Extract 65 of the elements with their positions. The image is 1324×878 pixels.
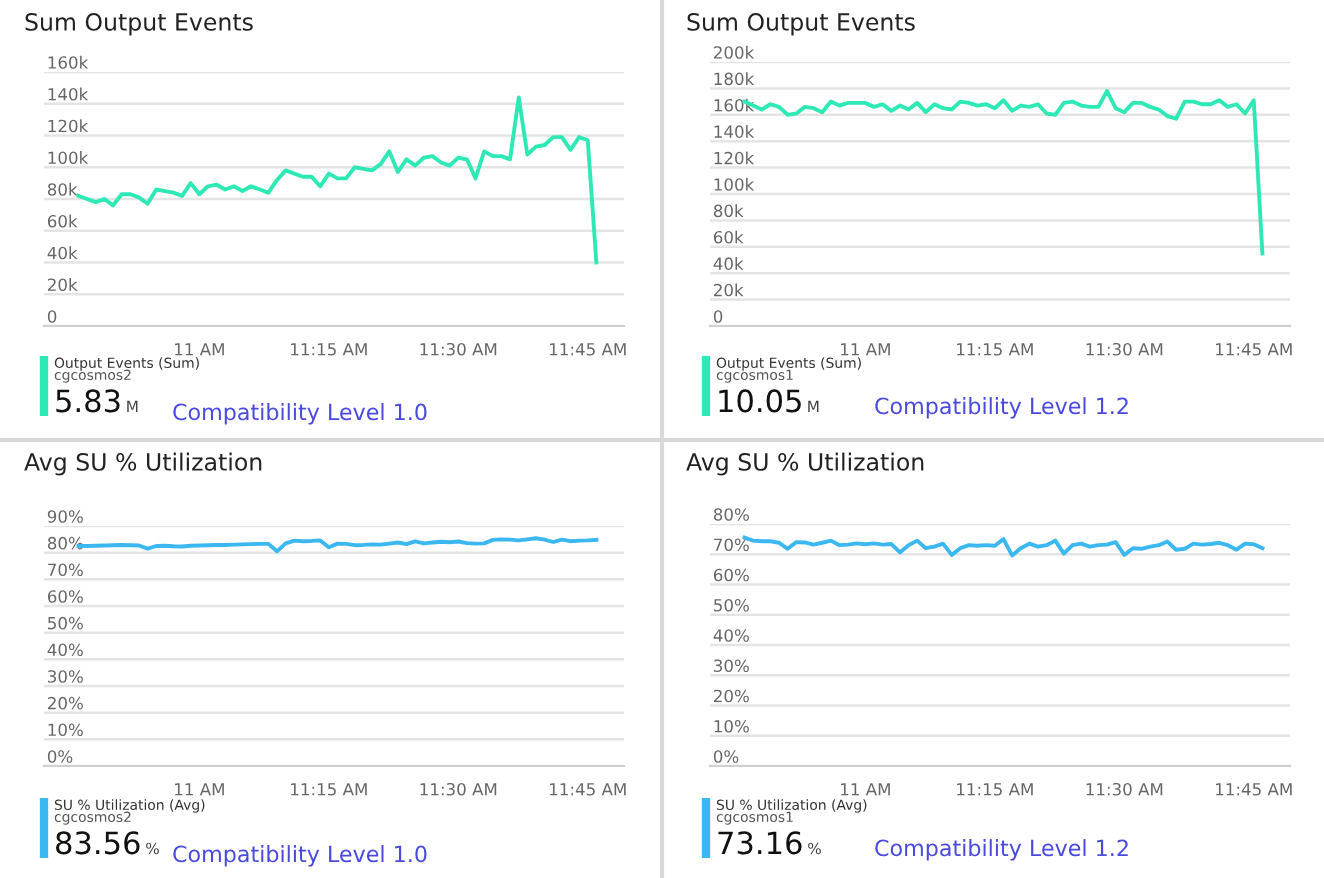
y-tick-label: 0 bbox=[47, 310, 57, 323]
text: Compatibility Level 1.2 bbox=[875, 839, 1128, 861]
y-tick-label: 100k bbox=[714, 177, 755, 191]
text: Compatibility Level 1.2 bbox=[875, 397, 1128, 419]
text: 5.83 bbox=[56, 389, 120, 413]
y-tick-label: 40% bbox=[47, 643, 83, 657]
y-tick-label: 90% bbox=[47, 510, 83, 523]
y-tick-label: 100k bbox=[48, 151, 89, 165]
y-tick-label: 30% bbox=[714, 659, 749, 673]
x-tick-label: 11 AM bbox=[841, 343, 890, 356]
y-tick-label: 60% bbox=[713, 568, 749, 582]
x-tick-label: 11:15 AM bbox=[957, 783, 1033, 796]
y-tick-label: 20% bbox=[48, 696, 83, 710]
y-tick-label: 20% bbox=[714, 689, 749, 703]
y-tick-label: 140k bbox=[48, 87, 89, 101]
text: Compatibility Level 1.0 bbox=[173, 845, 427, 867]
x-tick-label: 11:30 AM bbox=[1086, 342, 1163, 356]
y-tick-label: 40% bbox=[713, 629, 749, 642]
y-tick-label: 0% bbox=[713, 750, 739, 763]
y-tick-label: 60k bbox=[47, 214, 78, 228]
x-tick-label: 11:30 AM bbox=[420, 342, 497, 356]
y-tick-label: 10% bbox=[48, 723, 83, 737]
y-tick-label: 50% bbox=[714, 598, 749, 612]
chart-title: Avg SU % Utilization bbox=[24, 452, 262, 476]
x-tick-label: 11:15 AM bbox=[957, 343, 1033, 356]
y-tick-label: 0% bbox=[47, 750, 73, 763]
y-tick-label: 10% bbox=[714, 719, 749, 733]
x-tick-label: 11:30 AM bbox=[1086, 782, 1163, 796]
y-tick-label: 40k bbox=[713, 257, 744, 270]
x-tick-label: 11 AM bbox=[841, 783, 890, 796]
y-tick-label: 80k bbox=[713, 204, 744, 218]
y-tick-label: 40k bbox=[47, 246, 78, 260]
x-tick-label: 11:45 AM bbox=[1216, 343, 1292, 356]
y-tick-label: 70% bbox=[48, 563, 83, 577]
y-tick-label: 80% bbox=[713, 508, 749, 521]
text: Compatibility Level 1.0 bbox=[173, 403, 427, 425]
x-tick-label: 11:15 AM bbox=[291, 783, 367, 796]
chart-title: Sum Output Events bbox=[25, 12, 253, 36]
y-tick-label: 30% bbox=[48, 670, 83, 683]
y-tick-label: 120k bbox=[714, 151, 755, 165]
y-tick-label: 60k bbox=[713, 230, 744, 244]
x-tick-label: 11 AM bbox=[175, 343, 224, 356]
x-tick-label: 11:30 AM bbox=[420, 782, 497, 796]
text: 83.56 bbox=[56, 831, 140, 855]
y-tick-label: 120k bbox=[48, 119, 89, 133]
y-tick-label: 50% bbox=[48, 616, 83, 630]
y-tick-label: 180k bbox=[714, 72, 755, 86]
y-tick-label: 0 bbox=[713, 310, 723, 323]
text: 73.16 bbox=[718, 831, 802, 855]
x-tick-label: 11 AM bbox=[175, 783, 224, 796]
y-tick-label: 20k bbox=[48, 278, 78, 292]
chart-title: Avg SU % Utilization bbox=[686, 452, 924, 476]
x-tick-label: 11:45 AM bbox=[550, 783, 626, 796]
x-tick-label: 11:15 AM bbox=[291, 343, 367, 356]
y-tick-label: 60% bbox=[47, 590, 83, 603]
y-tick-label: 20k bbox=[714, 283, 744, 297]
y-tick-label: 140k bbox=[714, 125, 755, 138]
y-tick-label: 160k bbox=[48, 55, 89, 69]
chart-title: Sum Output Events bbox=[687, 12, 915, 36]
y-tick-label: 80k bbox=[47, 182, 78, 196]
text: 10.05 bbox=[719, 389, 801, 413]
x-tick-label: 11:45 AM bbox=[550, 343, 626, 356]
x-tick-label: 11:45 AM bbox=[1216, 783, 1292, 796]
y-tick-label: 200k bbox=[714, 45, 755, 59]
y-tick-label: 70% bbox=[714, 538, 749, 552]
